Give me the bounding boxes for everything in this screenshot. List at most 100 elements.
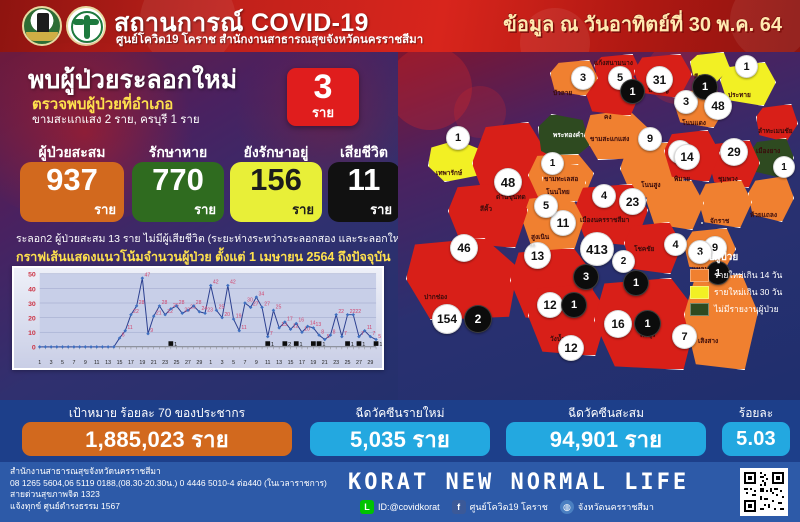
- case-pin-chumphuang[interactable]: 29: [720, 138, 748, 166]
- svg-text:7: 7: [243, 360, 246, 366]
- case-pin-khonburi[interactable]: 16: [604, 310, 632, 338]
- svg-text:11: 11: [127, 325, 133, 331]
- death-pin-khonburi[interactable]: 1: [634, 310, 661, 337]
- death-pin-huaithalaeng[interactable]: 1: [706, 261, 730, 285]
- svg-text:9: 9: [255, 360, 258, 366]
- svg-text:50: 50: [28, 272, 36, 279]
- case-pin-phimai[interactable]: 14: [674, 144, 700, 170]
- case-pin-chakkarat[interactable]: 4: [664, 233, 687, 256]
- case-pin-chaloemphrakiat[interactable]: 2: [612, 250, 635, 273]
- vaccination-bar: เป้าหมาย ร้อยละ 70 ของประชากร 1,885,023 …: [0, 400, 800, 462]
- page-subtitle: ศูนย์โควิด19 โคราช สำนักงานสาธารณสุขจังห…: [116, 34, 424, 46]
- district-label-phimai: พิมาย: [674, 176, 691, 183]
- svg-text:22: 22: [350, 309, 356, 315]
- case-pin-dankhunthot[interactable]: 48: [494, 168, 522, 196]
- stat-unit: ราย: [94, 202, 116, 217]
- legend-label: รายใหม่เกิน 14 วัน: [714, 270, 783, 280]
- case-pin-sikhio[interactable]: 46: [450, 234, 478, 262]
- vaccine-value: 1,885,023 ราย: [22, 422, 292, 456]
- stat-label: รักษาหาย: [148, 144, 208, 160]
- svg-text:21: 21: [151, 360, 157, 366]
- globe-icon[interactable]: ◍: [559, 500, 574, 514]
- facebook-icon[interactable]: f: [451, 500, 466, 514]
- case-pin-khamthaleso[interactable]: 5: [534, 194, 558, 218]
- svg-text:1: 1: [362, 342, 365, 348]
- legend-item-14days: รายใหม่เกิน 14 วัน: [690, 268, 794, 282]
- case-pin-sungnoen[interactable]: 13: [524, 242, 551, 269]
- case-pin-chumphuang-48[interactable]: 48: [704, 92, 732, 120]
- svg-text:42: 42: [213, 280, 219, 286]
- svg-text:47: 47: [145, 272, 151, 278]
- page-header: สถานการณ์ COVID-19 ศูนย์โควิด19 โคราช สำ…: [0, 0, 800, 52]
- svg-text:13: 13: [281, 322, 287, 328]
- case-pin-khamsakaesaeng[interactable]: 4: [592, 184, 616, 208]
- new-cases-detail: ขามสะแกแสง 2 ราย, ครบุรี 1 ราย: [32, 114, 200, 126]
- svg-text:11: 11: [241, 325, 247, 331]
- svg-text:7: 7: [344, 331, 347, 337]
- svg-text:25: 25: [174, 360, 180, 366]
- website-label[interactable]: จังหวัดนครราชสีมา: [577, 502, 654, 512]
- case-pin-buayai[interactable]: 31: [646, 66, 673, 93]
- svg-text:17: 17: [128, 360, 134, 366]
- death-pin-pakchong[interactable]: 2: [464, 305, 492, 333]
- stat-value: 11: [347, 162, 381, 197]
- svg-text:8: 8: [321, 329, 324, 335]
- case-pin-thepharak[interactable]: 1: [446, 126, 470, 150]
- svg-text:12: 12: [293, 324, 299, 330]
- case-pin-soengsang[interactable]: 7: [672, 324, 697, 349]
- svg-text:2: 2: [288, 342, 291, 348]
- vaccine-label: ฉีดวัคซีนรายใหม่: [355, 406, 445, 420]
- svg-text:25: 25: [345, 360, 351, 366]
- map-legend: ไม่พบผู้ป่วย รายใหม่เกิน 14 วัน รายใหม่เ…: [690, 250, 794, 319]
- svg-text:27: 27: [356, 360, 362, 366]
- legend-swatch-yellow: [690, 285, 709, 299]
- wave2-note: ระลอก2 ผู้ป่วยสะสม 13 ราย ไม่มีผู้เสียชี…: [16, 233, 441, 245]
- page-footer: สำนักงานสาธารณสุขจังหวัดนครราชสีมา 08 12…: [0, 462, 800, 522]
- stat-label: ยังรักษาอยู่: [243, 144, 309, 160]
- district-label-kaengsanamnang: แก้งสนามนาง: [594, 60, 633, 67]
- case-pin-spacer: [530, 244, 532, 246]
- death-pin-chokchai[interactable]: 1: [623, 270, 649, 296]
- district-label-mueang: เมืองนครราชสีมา: [580, 217, 630, 224]
- district-label-banluem: บัวลาย: [553, 90, 573, 97]
- district-lamthamenchai[interactable]: [756, 104, 798, 142]
- svg-text:25: 25: [276, 305, 282, 311]
- svg-text:22: 22: [355, 309, 361, 315]
- stat-value: 770: [152, 162, 204, 197]
- case-pin-sida[interactable]: 1: [541, 152, 564, 175]
- case-pin-nonsung[interactable]: 23: [619, 188, 646, 215]
- case-pin-mueang[interactable]: 413: [580, 232, 614, 266]
- svg-text:13: 13: [105, 360, 111, 366]
- district-label-chumphuang: ชุมพวง: [718, 176, 738, 183]
- svg-text:1: 1: [271, 342, 274, 348]
- virus-decoration: [140, 0, 236, 52]
- case-pin-pakchong[interactable]: 154: [432, 304, 462, 334]
- svg-text:5: 5: [61, 360, 64, 366]
- facebook-page[interactable]: ศูนย์โควิด19 โคราช: [469, 502, 548, 512]
- line-id[interactable]: ID:@covidkorat: [378, 502, 440, 512]
- district-label-khong: คง: [604, 114, 612, 121]
- case-pin-laemthong[interactable]: 3: [688, 240, 712, 264]
- death-pin-buayai[interactable]: 1: [620, 79, 645, 104]
- case-pin-pakthongchai[interactable]: 12: [537, 292, 563, 318]
- svg-text:21: 21: [156, 310, 162, 316]
- line-icon[interactable]: L: [360, 500, 374, 514]
- district-label-nondaeng: โนนแดง: [682, 120, 706, 127]
- case-pin-prathai[interactable]: 1: [735, 55, 758, 78]
- svg-text:28: 28: [162, 300, 168, 306]
- legend-swatch-green: [690, 302, 709, 316]
- case-pin-lamthamenchai[interactable]: 1: [773, 156, 795, 178]
- stat-box: 937 ราย: [20, 162, 124, 222]
- new-cases-unit: ราย: [312, 105, 334, 120]
- district-label-dankhunthot: ด่านขุนทด: [496, 194, 526, 201]
- death-pin-mueang[interactable]: 3: [573, 264, 599, 290]
- stat-label: เสียชีวิต: [340, 144, 388, 160]
- case-pin-banluem[interactable]: 3: [571, 66, 595, 90]
- svg-text:6: 6: [122, 332, 125, 338]
- svg-text:23: 23: [207, 308, 213, 314]
- district-label-nonthai: โนนไทย: [546, 189, 570, 196]
- death-pin-pakthongchai[interactable]: 1: [561, 292, 587, 318]
- case-pin-wangnamkhiao[interactable]: 12: [558, 335, 584, 361]
- case-pin-khong[interactable]: 9: [638, 127, 662, 151]
- svg-text:1: 1: [299, 342, 302, 348]
